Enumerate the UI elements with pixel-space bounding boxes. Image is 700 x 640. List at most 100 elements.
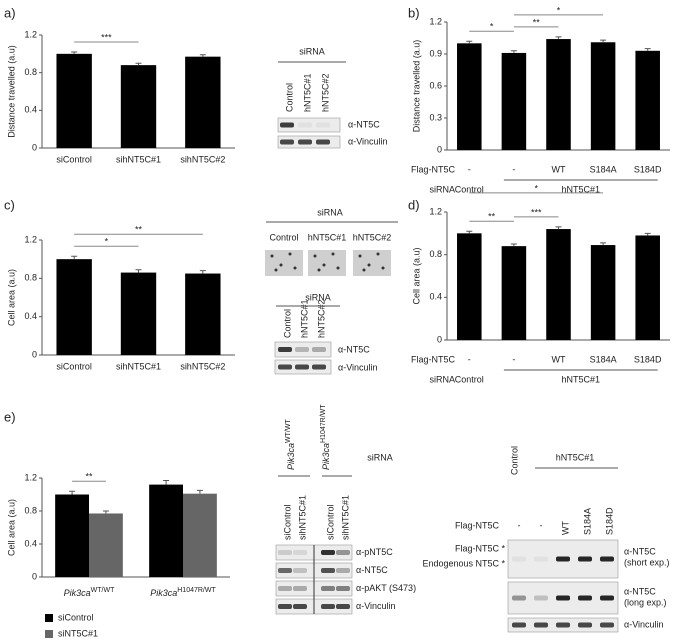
y-tick-label: 1.2 <box>24 234 37 244</box>
significance-label: ** <box>533 17 541 27</box>
gene-name: Pik3ca <box>286 443 296 470</box>
significance-label: *** <box>101 32 112 42</box>
error-bar <box>600 39 607 43</box>
cell <box>358 254 362 258</box>
blot-band <box>278 604 292 609</box>
x-tick-label: sihNT5C#2 <box>180 361 225 371</box>
error-bar <box>644 232 651 236</box>
blot-band <box>321 586 335 591</box>
error-bar <box>555 36 562 40</box>
band-label: α-Vinculin <box>348 136 388 146</box>
y-tick-label: 0.4 <box>24 311 37 321</box>
cell <box>376 252 380 256</box>
blot-band <box>298 139 312 145</box>
error-bar <box>102 510 109 514</box>
micrograph-label: hNT5C#1 <box>308 232 347 242</box>
blot-band <box>578 622 592 628</box>
blot-band <box>321 604 335 609</box>
lane-label: WT <box>560 521 570 535</box>
lane-label: hNT5C#1 <box>302 73 312 112</box>
y-tick-label: 0.8 <box>24 273 37 283</box>
marker-label: Flag-NT5C * <box>455 543 506 553</box>
lane-group: hNT5C#1 <box>556 452 595 462</box>
bar <box>56 53 92 149</box>
band-label: α-pAKT (S473) <box>356 583 416 593</box>
blot-band <box>336 586 350 591</box>
blot-band <box>512 556 526 562</box>
lane-label: siControl <box>282 504 292 540</box>
lane-label: Control <box>284 83 294 112</box>
y-tick-label: 1.2 <box>24 472 37 482</box>
error-bar <box>135 269 142 273</box>
blot-header: siRNA <box>299 46 325 56</box>
cell <box>313 254 317 258</box>
blot-band <box>316 139 330 145</box>
y-tick-label: 0.4 <box>429 292 442 302</box>
x-tick-label: Pik3caWT/WT <box>64 587 115 598</box>
x-tick-label: - <box>468 354 471 364</box>
y-axis-label: Cell area (a.u) <box>6 269 16 326</box>
band-label: α-NT5C <box>624 586 656 596</box>
band-label: α-NT5C <box>624 546 656 556</box>
y-tick-label: 0.8 <box>429 249 442 259</box>
band-note: (long exp.) <box>624 597 667 607</box>
error-bar <box>510 243 517 247</box>
blot-group: Pik3caH1047R/WT <box>320 404 331 470</box>
blot-band <box>534 556 548 562</box>
legend-label: siNT5C#1 <box>58 628 98 638</box>
error-bar <box>644 48 651 51</box>
y-axis-label: Cell area (a.u) <box>6 499 16 556</box>
allele: H1047R/WT <box>177 587 216 594</box>
allele: WT/WT <box>285 419 292 443</box>
y-tick-label: 0 <box>437 144 442 154</box>
y-axis-label: Cell area (a.u) <box>411 247 421 304</box>
band-label: α-pNT5C <box>356 547 393 557</box>
bar <box>149 484 183 577</box>
panel-letter: d) <box>408 197 420 212</box>
y-tick-label: 1.2 <box>429 16 442 26</box>
cell <box>274 268 278 272</box>
cell <box>317 268 321 272</box>
y-axis-label: Distance travelled (a.u) <box>6 45 16 138</box>
blot-band <box>295 347 309 352</box>
blot-band <box>293 586 307 591</box>
blot-band <box>600 622 614 628</box>
lane-label: S184D <box>604 507 614 535</box>
blot-band <box>293 568 307 573</box>
blot-band <box>295 364 309 370</box>
legend-label: siControl <box>58 612 94 622</box>
y-tick-label: 0.6 <box>429 80 442 90</box>
y-tick-label: 0.9 <box>429 48 442 58</box>
bar <box>635 50 660 150</box>
bar <box>55 494 89 577</box>
y-tick-label: 1.2 <box>429 206 442 216</box>
blot-band <box>534 622 548 628</box>
blot-band <box>512 595 526 601</box>
y-tick-label: 0 <box>437 334 442 344</box>
bar <box>89 513 123 577</box>
allele: H1047R/WT <box>320 404 327 443</box>
panel-letter: e) <box>4 409 16 424</box>
significance-label: ** <box>85 472 93 482</box>
blot-band <box>578 556 592 562</box>
error-bar <box>466 230 473 234</box>
blot-band <box>336 604 350 609</box>
x-tick-label: siControl <box>56 154 92 164</box>
lane-label: S184A <box>582 508 592 535</box>
error-bar <box>600 242 607 246</box>
band-label: α-Vinculin <box>338 362 378 372</box>
y-tick-label: 0.4 <box>24 105 37 115</box>
error-bar <box>71 255 78 260</box>
significance-label: * <box>105 237 109 247</box>
y-tick-label: 0 <box>32 349 37 359</box>
x-tick-label: WT <box>552 164 566 174</box>
cell <box>293 266 297 270</box>
panel-letter: a) <box>4 5 16 20</box>
x-tick-label: S184D <box>634 164 662 174</box>
blot-band <box>316 122 330 128</box>
blot-band <box>321 568 335 573</box>
y-tick-label: 0 <box>32 142 37 152</box>
legend-swatch <box>45 630 53 638</box>
band-label: α-Vinculin <box>356 601 396 611</box>
micrograph-label: Control <box>269 232 298 242</box>
